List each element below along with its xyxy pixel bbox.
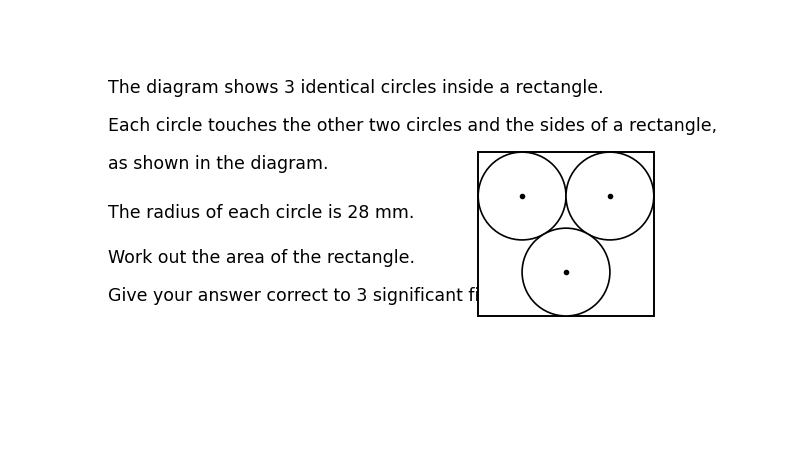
Text: as shown in the diagram.: as shown in the diagram.	[108, 155, 329, 173]
Text: Each circle touches the other two circles and the sides of a rectangle,: Each circle touches the other two circle…	[108, 117, 717, 134]
Text: The radius of each circle is 28 mm.: The radius of each circle is 28 mm.	[108, 203, 414, 221]
Text: Work out the area of the rectangle.: Work out the area of the rectangle.	[108, 249, 415, 267]
Circle shape	[566, 153, 654, 240]
Circle shape	[522, 229, 610, 316]
Text: The diagram shows 3 identical circles inside a rectangle.: The diagram shows 3 identical circles in…	[108, 78, 604, 97]
Circle shape	[478, 153, 566, 240]
Text: Give your answer correct to 3 significant figures.: Give your answer correct to 3 significan…	[108, 287, 534, 305]
